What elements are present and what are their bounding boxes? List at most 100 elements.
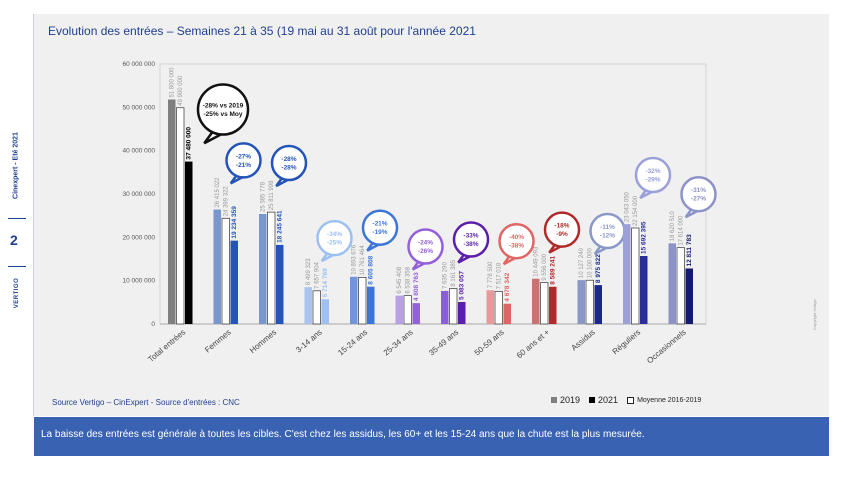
callout-bubble xyxy=(270,144,308,182)
callout-text: -25% xyxy=(327,240,342,247)
value-label-2021: 12 811 783 xyxy=(686,234,693,267)
legend-item-2019: 2019 xyxy=(551,395,580,405)
callout-bubble xyxy=(498,222,535,260)
bar-moy xyxy=(540,282,549,325)
value-label-2021: 8 605 808 xyxy=(368,255,375,284)
bar-2021 xyxy=(594,285,602,324)
bar-2021 xyxy=(185,161,193,324)
value-label-moy: 25 811 998 xyxy=(269,180,275,210)
chart-title: Evolution des entrées – Semaines 21 à 35… xyxy=(48,24,476,38)
value-label-moy: 10 100 000 xyxy=(588,248,594,279)
callout-text: -31% xyxy=(691,187,706,194)
bar-moy xyxy=(494,291,503,325)
bar-moy xyxy=(585,279,594,325)
value-label-2019: 10 893 676 xyxy=(352,244,358,275)
callout-text: -32% xyxy=(645,168,660,175)
callout-bubble xyxy=(361,209,399,246)
callout-bubble xyxy=(196,83,250,136)
category-label: Femmes xyxy=(203,328,233,355)
source-note: Source Vertigo – CinExpert - Source d'en… xyxy=(52,398,240,407)
callout-text: -24% xyxy=(418,240,433,247)
bar-2021 xyxy=(549,286,557,324)
callout-text: -21% xyxy=(372,221,387,228)
y-tick-label: 10 000 000 xyxy=(122,278,155,285)
y-tick-label: 30 000 000 xyxy=(122,191,155,198)
value-label-2021: 5 083 057 xyxy=(459,271,466,300)
bar-2019 xyxy=(441,290,449,324)
value-label-2021: 15 692 395 xyxy=(641,221,648,254)
callout-bubble xyxy=(407,228,444,265)
bar-2021 xyxy=(230,240,238,324)
y-tick-label: 50 000 000 xyxy=(122,104,155,111)
value-label-moy: 9 556 000 xyxy=(542,253,548,280)
bar-2021 xyxy=(640,255,648,324)
callout-text: -29% xyxy=(645,177,660,184)
callout-text: -33% xyxy=(463,233,478,240)
value-label-moy: 49 900 000 xyxy=(178,75,184,106)
bar-2021 xyxy=(685,268,693,324)
bar-2021 xyxy=(321,299,329,324)
category-label: 35-49 ans xyxy=(427,328,460,358)
value-label-moy: 8 161 385 xyxy=(451,259,457,286)
bar-2021 xyxy=(367,286,375,324)
category-label: Total entrées xyxy=(146,328,187,364)
callout-text: -34% xyxy=(327,231,342,238)
value-label-2021: 19 234 359 xyxy=(231,206,238,239)
y-tick-label: 0 xyxy=(151,321,155,328)
callout-text: -19% xyxy=(372,229,387,236)
callout-text: -18% xyxy=(554,223,569,230)
category-label: 3-14 ans xyxy=(294,328,324,355)
bar-moy xyxy=(449,288,458,325)
copyright-note: Copyright Vertigo xyxy=(812,299,817,330)
value-label-2021: 37 480 000 xyxy=(186,127,193,160)
value-label-2019: 7 635 290 xyxy=(443,262,449,289)
bar-moy xyxy=(631,227,640,325)
callout-text: -21% xyxy=(236,162,251,169)
callout-text: -40% xyxy=(509,234,524,241)
sidebar: Cinexpert - Eté 2021 2 VERTIGO xyxy=(0,0,34,478)
bar-2019 xyxy=(350,276,358,324)
value-label-2021: 4 808 763 xyxy=(413,272,420,301)
value-label-2019: 10 127 240 xyxy=(579,247,585,278)
bar-2019 xyxy=(395,295,403,324)
bar-2021 xyxy=(503,303,511,324)
category-label: 15-24 ans xyxy=(336,328,369,358)
legend-item-2021: 2021 xyxy=(589,395,618,405)
conclusion-banner: La baisse des entrées est générale à tou… xyxy=(34,417,829,456)
callout-text: -38% xyxy=(463,241,478,248)
divider xyxy=(8,218,26,219)
value-label-moy: 6 538 358 xyxy=(406,266,412,293)
bar-2021 xyxy=(412,303,420,324)
bar-2019 xyxy=(304,287,312,324)
callout-text: -28% xyxy=(281,156,296,163)
value-label-moy: 7 657 904 xyxy=(315,261,321,288)
bar-moy xyxy=(221,217,230,325)
value-label-2019: 7 778 500 xyxy=(488,261,494,288)
category-label: 50-59 ans xyxy=(473,328,506,358)
callout-text: -11% xyxy=(600,224,615,231)
value-label-2019: 8 499 323 xyxy=(306,258,312,285)
callout-bubble xyxy=(543,211,581,248)
bar-2021 xyxy=(458,301,466,324)
bar-moy xyxy=(267,211,276,325)
value-label-moy: 10 761 464 xyxy=(360,245,366,276)
legend-swatch-moyenne xyxy=(627,396,635,404)
legend-item-moyenne: Moyenne 2016-2019 xyxy=(627,396,701,404)
category-label: Hommes xyxy=(248,328,278,355)
value-label-moy: 24 399 322 xyxy=(224,186,230,217)
value-label-2021: 4 678 342 xyxy=(504,272,511,301)
callout-text: -27% xyxy=(691,196,706,203)
bar-moy xyxy=(358,277,367,325)
value-label-2019: 26 415 022 xyxy=(215,177,221,208)
category-label: 60 ans et + xyxy=(515,327,552,360)
bar-2019 xyxy=(168,99,176,325)
bar-2021 xyxy=(276,244,284,324)
callout-text: -25% vs Moy xyxy=(203,111,242,118)
legend-swatch-2021 xyxy=(589,397,596,403)
y-tick-label: 60 000 000 xyxy=(122,61,155,68)
callout-text: -12% xyxy=(600,233,615,240)
bar-2019 xyxy=(623,224,631,324)
page-number: 2 xyxy=(10,232,18,248)
value-label-2021: 8 589 241 xyxy=(550,255,557,284)
callout-bubble xyxy=(634,156,672,194)
